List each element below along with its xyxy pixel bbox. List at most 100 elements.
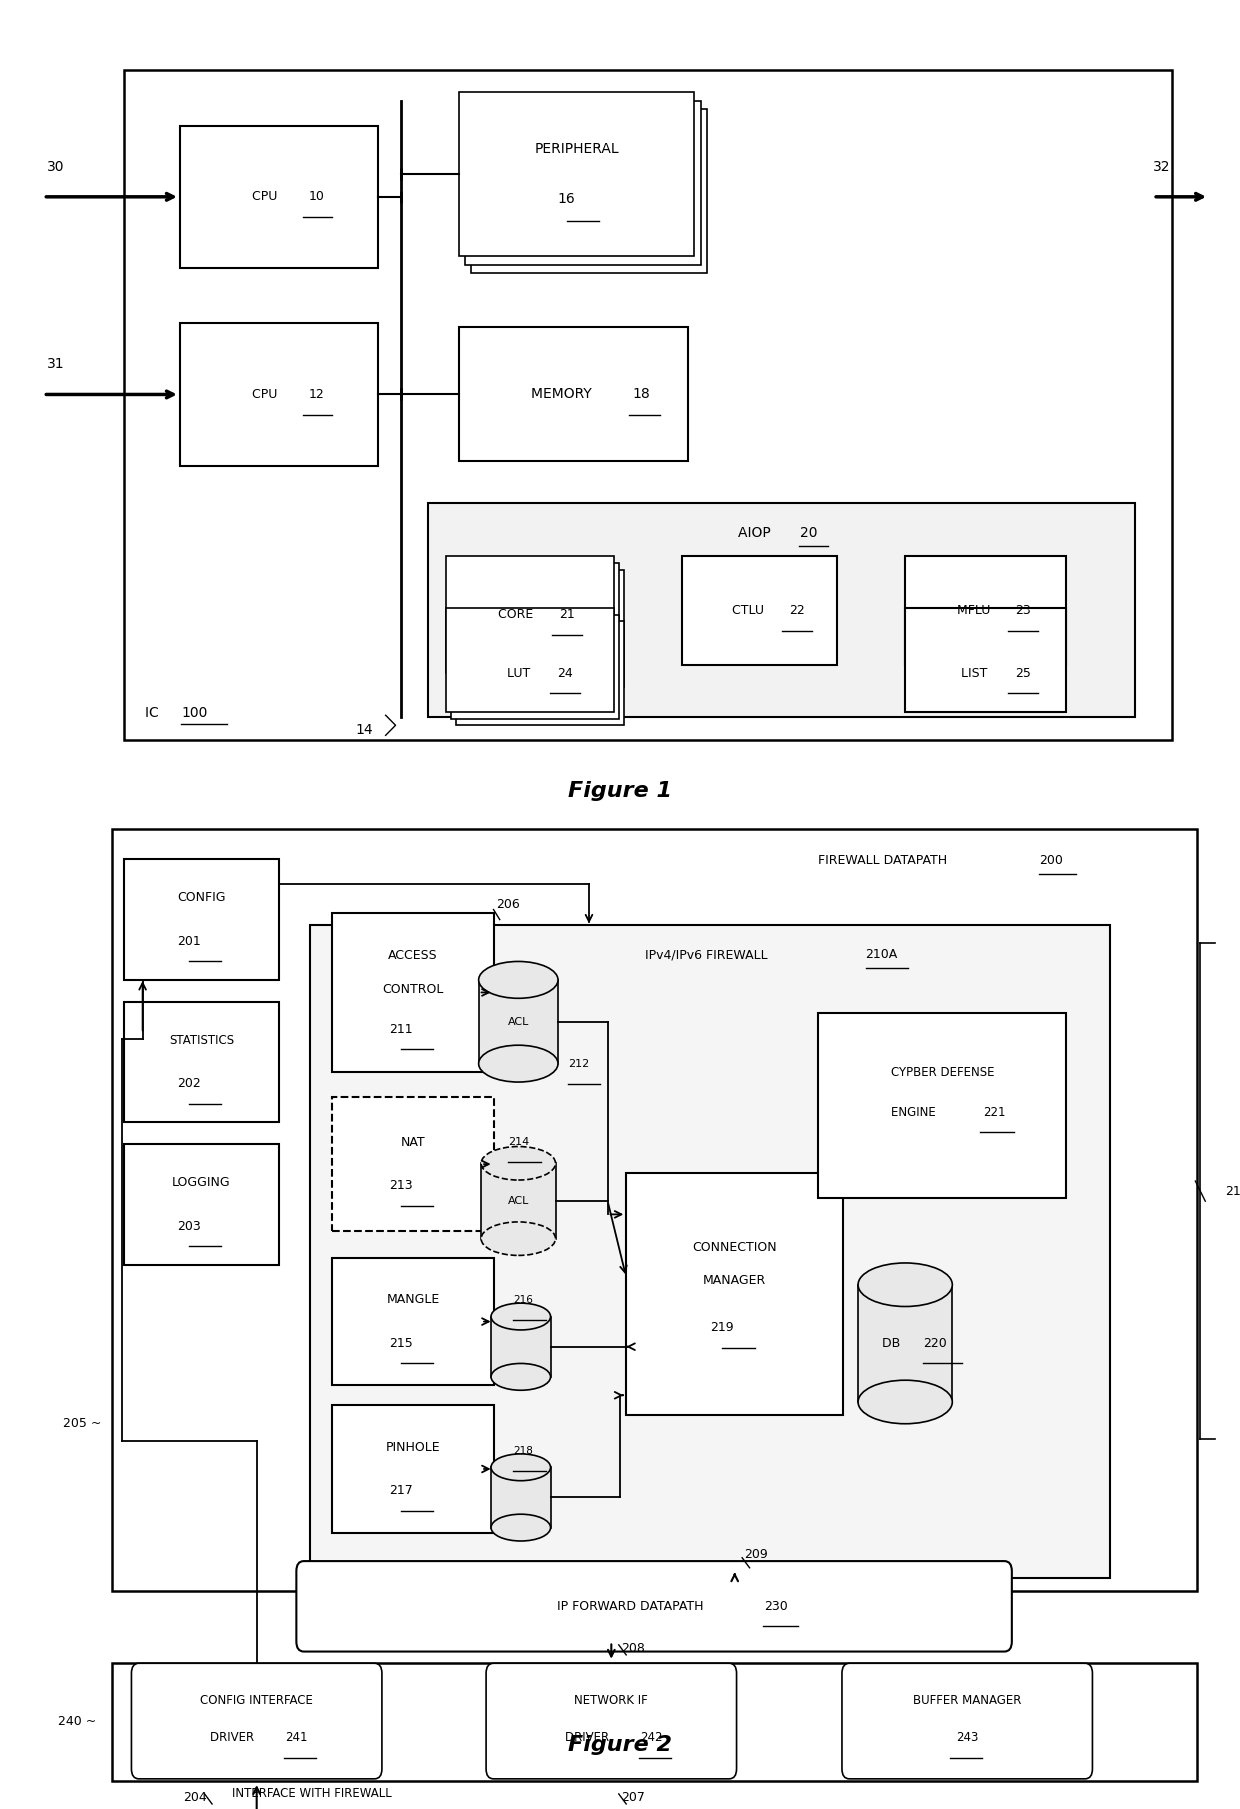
Bar bbox=[332, 1096, 494, 1232]
Bar bbox=[180, 324, 378, 465]
FancyBboxPatch shape bbox=[842, 1662, 1092, 1778]
Text: 217: 217 bbox=[388, 1483, 413, 1498]
Bar bbox=[459, 327, 688, 461]
Text: 210A: 210A bbox=[866, 948, 898, 961]
Bar bbox=[459, 92, 694, 257]
Text: DB: DB bbox=[882, 1337, 904, 1350]
Text: 218: 218 bbox=[513, 1445, 533, 1456]
Bar bbox=[818, 1013, 1066, 1198]
Text: 207: 207 bbox=[621, 1791, 645, 1804]
Text: 100: 100 bbox=[181, 706, 207, 720]
Bar bbox=[332, 914, 494, 1073]
Text: CPU: CPU bbox=[252, 190, 281, 203]
Ellipse shape bbox=[491, 1514, 551, 1541]
Text: 214: 214 bbox=[508, 1138, 529, 1147]
Text: 10: 10 bbox=[309, 190, 324, 203]
Text: MANAGER: MANAGER bbox=[703, 1274, 766, 1286]
Bar bbox=[479, 980, 558, 1064]
Text: CORE: CORE bbox=[498, 608, 537, 620]
Text: 212: 212 bbox=[568, 1058, 589, 1069]
Bar bbox=[112, 1662, 1197, 1780]
Bar bbox=[428, 503, 1135, 716]
Text: 242: 242 bbox=[640, 1731, 662, 1744]
Text: 208: 208 bbox=[621, 1643, 645, 1655]
Bar bbox=[124, 71, 1172, 740]
Ellipse shape bbox=[479, 961, 558, 999]
Text: AIOP: AIOP bbox=[738, 526, 775, 539]
Text: CONFIG INTERFACE: CONFIG INTERFACE bbox=[200, 1695, 314, 1708]
Bar bbox=[180, 125, 378, 268]
Text: 30: 30 bbox=[47, 159, 64, 174]
FancyBboxPatch shape bbox=[296, 1561, 1012, 1652]
Text: NAT: NAT bbox=[401, 1136, 425, 1149]
Text: CONNECTION: CONNECTION bbox=[692, 1241, 777, 1254]
Text: PINHOLE: PINHOLE bbox=[386, 1440, 440, 1454]
Text: 205 ~: 205 ~ bbox=[63, 1416, 102, 1431]
Text: 16: 16 bbox=[558, 192, 575, 206]
Text: 200: 200 bbox=[1039, 854, 1063, 867]
Text: 204: 204 bbox=[184, 1791, 207, 1804]
Bar bbox=[456, 622, 624, 725]
Bar bbox=[124, 1002, 279, 1122]
Text: 241: 241 bbox=[285, 1731, 308, 1744]
Text: 219: 219 bbox=[711, 1321, 734, 1333]
Text: LIST: LIST bbox=[961, 668, 991, 680]
Text: 32: 32 bbox=[1153, 159, 1171, 174]
Text: Figure 1: Figure 1 bbox=[568, 781, 672, 801]
FancyBboxPatch shape bbox=[486, 1662, 737, 1778]
Text: INTERFACE WITH FIREWALL: INTERFACE WITH FIREWALL bbox=[232, 1787, 392, 1800]
Bar bbox=[451, 563, 619, 680]
Text: CYPBER DEFENSE: CYPBER DEFENSE bbox=[890, 1066, 994, 1078]
Text: CPU: CPU bbox=[252, 387, 281, 402]
Text: STATISTICS: STATISTICS bbox=[169, 1033, 234, 1047]
Bar bbox=[481, 1163, 556, 1239]
FancyBboxPatch shape bbox=[131, 1662, 382, 1778]
Text: ENGINE: ENGINE bbox=[890, 1105, 940, 1118]
Bar bbox=[310, 924, 1110, 1577]
Ellipse shape bbox=[491, 1454, 551, 1482]
Text: 22: 22 bbox=[789, 604, 805, 617]
Ellipse shape bbox=[481, 1147, 556, 1179]
Bar bbox=[124, 859, 279, 980]
Text: 14: 14 bbox=[356, 724, 373, 738]
Text: MEMORY: MEMORY bbox=[531, 387, 596, 400]
Bar bbox=[332, 1257, 494, 1386]
Ellipse shape bbox=[858, 1263, 952, 1306]
Text: 202: 202 bbox=[177, 1076, 201, 1091]
Text: 220: 220 bbox=[923, 1337, 947, 1350]
Text: ACCESS: ACCESS bbox=[388, 950, 438, 962]
Text: 25: 25 bbox=[1016, 668, 1030, 680]
Bar bbox=[451, 615, 619, 718]
Text: ACL: ACL bbox=[507, 1017, 529, 1028]
Text: PERIPHERAL: PERIPHERAL bbox=[534, 143, 619, 156]
Text: LOGGING: LOGGING bbox=[172, 1176, 231, 1189]
Text: 215: 215 bbox=[388, 1337, 413, 1350]
Text: MFLU: MFLU bbox=[957, 604, 994, 617]
Ellipse shape bbox=[491, 1364, 551, 1391]
Text: 210B: 210B bbox=[1225, 1185, 1240, 1198]
Text: 216: 216 bbox=[513, 1295, 533, 1304]
Text: 21: 21 bbox=[559, 608, 575, 620]
Text: FIREWALL DATAPATH: FIREWALL DATAPATH bbox=[818, 854, 951, 867]
Bar bbox=[112, 829, 1197, 1592]
Text: BUFFER MANAGER: BUFFER MANAGER bbox=[913, 1695, 1022, 1708]
Text: 201: 201 bbox=[177, 935, 201, 948]
Text: ACL: ACL bbox=[507, 1196, 529, 1207]
Bar bbox=[905, 555, 1066, 666]
Text: 24: 24 bbox=[557, 668, 573, 680]
Text: IP FORWARD DATAPATH: IP FORWARD DATAPATH bbox=[557, 1599, 707, 1614]
Text: 31: 31 bbox=[47, 358, 64, 371]
Bar bbox=[446, 555, 614, 673]
Text: IPv4/IPv6 FIREWALL: IPv4/IPv6 FIREWALL bbox=[645, 948, 771, 961]
Text: 18: 18 bbox=[632, 387, 651, 400]
Text: DRIVER: DRIVER bbox=[211, 1731, 258, 1744]
Bar bbox=[465, 101, 701, 264]
Text: 213: 213 bbox=[388, 1179, 413, 1192]
Bar bbox=[682, 555, 837, 666]
Ellipse shape bbox=[481, 1221, 556, 1255]
Text: CTLU: CTLU bbox=[732, 604, 768, 617]
Bar bbox=[446, 608, 614, 713]
Text: 230: 230 bbox=[764, 1599, 787, 1614]
Text: 23: 23 bbox=[1016, 604, 1030, 617]
Ellipse shape bbox=[491, 1302, 551, 1330]
